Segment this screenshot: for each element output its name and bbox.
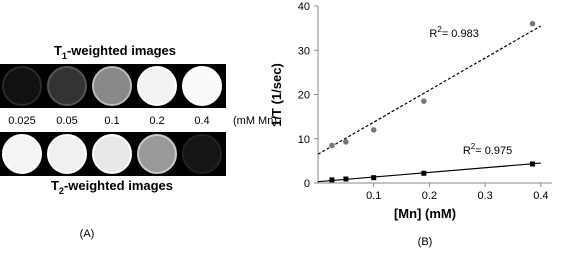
t2-label: T2-weighted images — [51, 178, 173, 196]
concentration-labels: 0.025 0.05 0.1 0.2 0.4 — [8, 115, 209, 127]
y-tick-label: 40 — [298, 1, 310, 13]
t1-main: T — [54, 43, 62, 58]
y-axis-label: 1/T (1/sec) — [269, 63, 284, 127]
concentration-label: 0.1 — [104, 115, 119, 127]
annotation-rest: = 0.983 — [442, 28, 479, 40]
t2-image — [47, 134, 87, 174]
y-tick-label: 0 — [304, 178, 310, 190]
t1-image — [47, 66, 87, 106]
t2-rest: -weighted images — [64, 178, 173, 193]
point — [329, 177, 335, 183]
x-tick-label: 0.4 — [533, 190, 548, 202]
y-tick-label: 20 — [298, 90, 310, 102]
concentration-label: 0.4 — [194, 115, 209, 127]
annotation-main: R — [463, 145, 471, 157]
concentration-label: 0.2 — [149, 115, 164, 127]
y-tick-label: 10 — [298, 134, 310, 146]
t1-image — [2, 66, 42, 106]
point — [371, 175, 377, 181]
x-tick-label: 0.3 — [477, 190, 492, 202]
t1-sub: 1 — [62, 51, 67, 61]
panel-a: T1-weighted images 0.025 0.05 0.1 0.2 0.4 (m… — [0, 43, 277, 240]
annotation: R2= 0.983 — [429, 25, 478, 40]
point — [421, 170, 427, 176]
concentration-label: 0.05 — [56, 115, 77, 127]
y-tick-label: 30 — [298, 45, 310, 57]
t2-image — [137, 134, 177, 174]
annotation: R2= 0.975 — [463, 142, 512, 157]
fit-line — [317, 162, 541, 183]
t1-label: T1-weighted images — [54, 43, 176, 61]
t1-image — [137, 66, 177, 106]
point — [421, 98, 427, 104]
t1-image — [92, 66, 132, 106]
point — [329, 142, 335, 149]
annotation-sup: 2 — [437, 25, 442, 34]
point — [343, 139, 349, 145]
x-axis-label: [Mn] (mM) — [394, 206, 456, 221]
x-tick-label: 0.1 — [366, 190, 381, 202]
t1-rest: -weighted images — [67, 43, 176, 58]
point — [343, 176, 349, 182]
t1-image — [182, 66, 222, 106]
t2-image — [182, 134, 222, 174]
fit-line — [317, 25, 542, 155]
concentration-label: 0.025 — [8, 115, 36, 127]
unit-label: (mM Mn) — [233, 115, 277, 127]
point — [529, 20, 536, 27]
point — [370, 127, 377, 133]
annotation-main: R — [429, 28, 437, 40]
point — [530, 161, 535, 167]
panel-label: (A) — [80, 228, 95, 240]
t2-image — [92, 134, 132, 174]
t2-image — [2, 134, 42, 174]
annotation-sup: 2 — [471, 142, 476, 151]
x-tick-label: 0.2 — [422, 190, 437, 202]
annotation-rest: = 0.975 — [475, 145, 512, 157]
panel-label: (B) — [418, 236, 433, 248]
t2-main: T — [51, 178, 59, 193]
t2-sub: 2 — [59, 186, 64, 196]
